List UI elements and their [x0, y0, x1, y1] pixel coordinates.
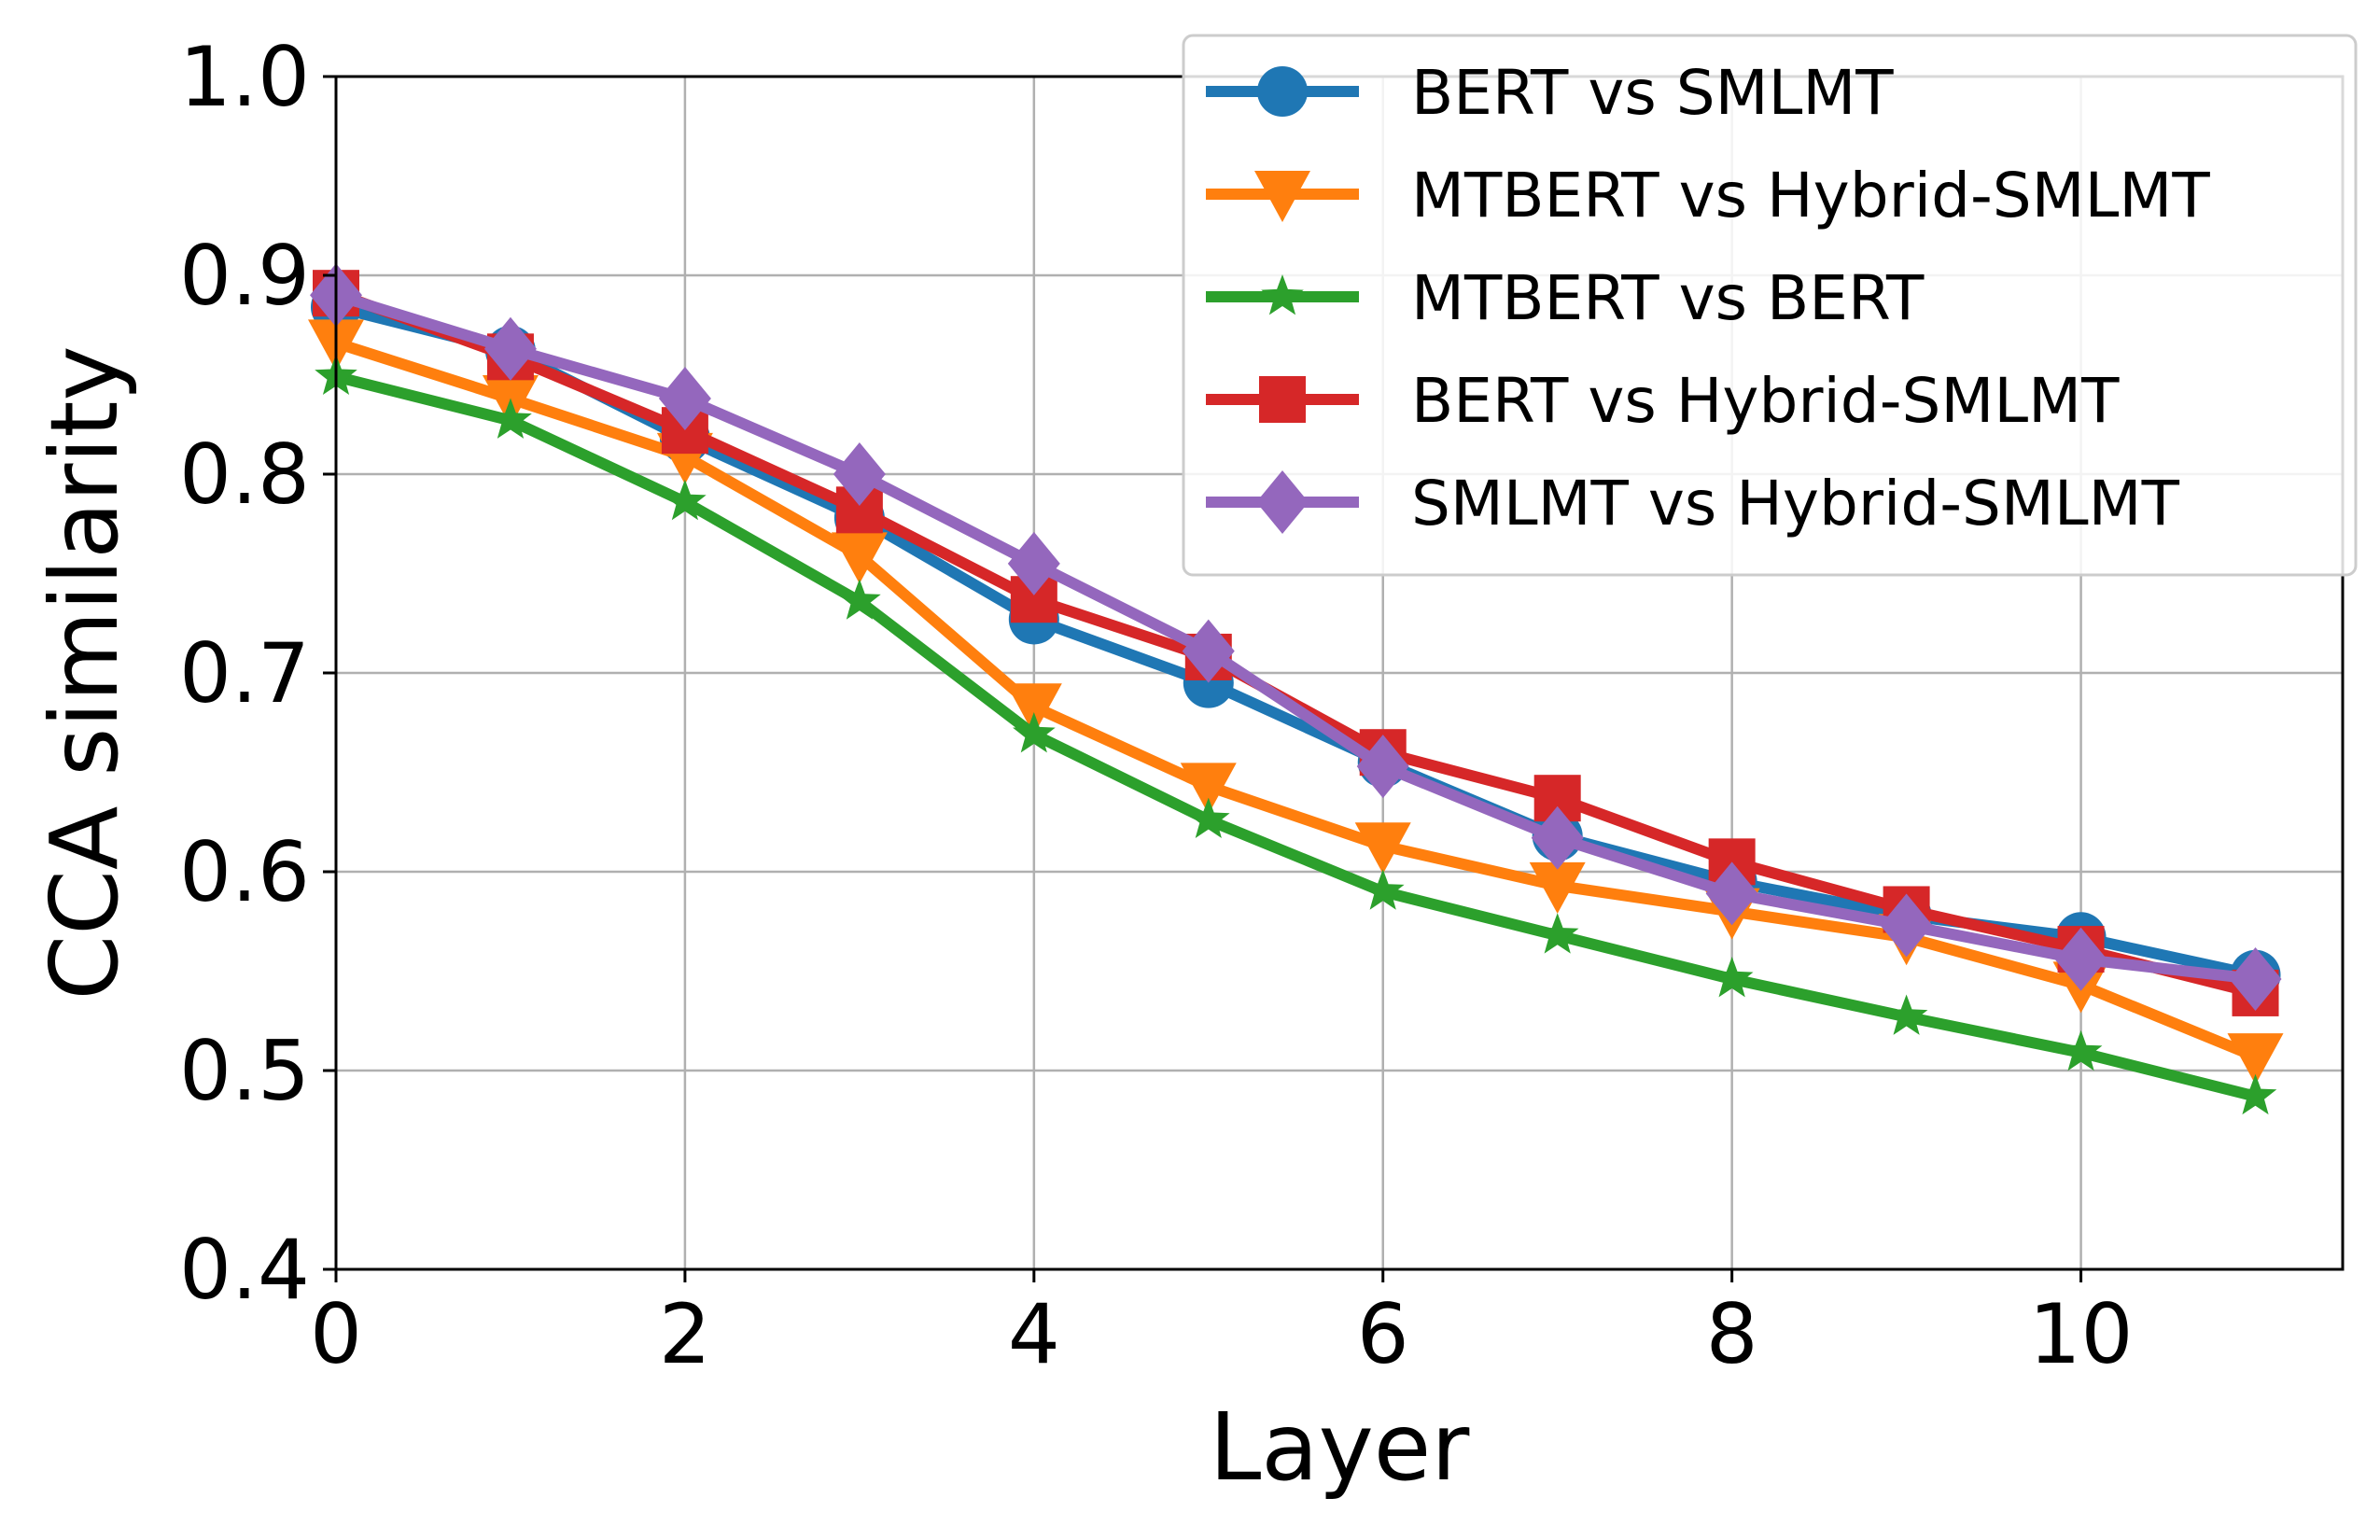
data-point	[1005, 683, 1062, 735]
x-tick-label: 10	[2029, 1286, 2134, 1382]
data-point	[2229, 947, 2282, 1012]
data-point	[831, 532, 888, 584]
data-point	[1180, 763, 1237, 815]
y-tick-label: 0.7	[179, 625, 310, 721]
legend-entry: SMLMT vs Hybrid-SMLMT	[1206, 468, 2180, 539]
series-line	[334, 337, 2258, 1062]
legend-entry: MTBERT vs BERT	[1206, 262, 1925, 334]
y-axis-title: CCA similarity	[30, 345, 139, 1000]
data-point	[1884, 994, 1928, 1035]
x-tick-label: 2	[659, 1286, 711, 1382]
data-point	[489, 398, 532, 439]
legend-entry: MTBERT vs Hybrid-SMLMT	[1206, 160, 2210, 231]
data-point	[2227, 1033, 2284, 1085]
data-point	[1531, 805, 1584, 870]
x-tick-label: 8	[1706, 1286, 1758, 1382]
data-point	[483, 316, 537, 381]
data-point	[1535, 913, 1579, 954]
y-tick-label: 0.5	[179, 1023, 310, 1119]
legend-label: MTBERT vs Hybrid-SMLMT	[1411, 160, 2210, 231]
data-point	[1710, 957, 1754, 998]
data-point	[1880, 893, 1933, 958]
legend-marker	[1254, 171, 1310, 222]
data-point	[838, 579, 881, 620]
x-axis-title: Layer	[1210, 1393, 1471, 1502]
legend-label: SMLMT vs Hybrid-SMLMT	[1411, 468, 2180, 539]
legend: BERT vs SMLMT MTBERT vs Hybrid-SMLMT MTBER…	[1182, 34, 2358, 577]
y-tick-label: 0.6	[179, 824, 310, 920]
y-tick-label: 0.4	[179, 1222, 310, 1318]
data-point	[833, 442, 886, 506]
data-point	[1187, 797, 1230, 838]
data-point	[658, 367, 711, 431]
x-tick-label: 0	[310, 1286, 362, 1382]
data-point	[1705, 861, 1758, 926]
legend-box	[1182, 34, 2358, 577]
legend-marker	[1256, 470, 1309, 534]
axis-ticks: 0 2 4 6 8 10 0.4 0.5 0.6 0.7 0.8 0.9 1.0	[179, 29, 2134, 1382]
legend-label: MTBERT vs BERT	[1411, 262, 1925, 334]
data-point	[2059, 1029, 2103, 1071]
series-line	[334, 371, 2257, 1102]
x-tick-label: 4	[1008, 1286, 1060, 1382]
series-line	[334, 289, 2257, 985]
data-point	[1354, 822, 1411, 875]
legend-entry: BERT vs SMLMT	[1206, 57, 1894, 129]
data-point	[1356, 735, 1409, 799]
data-point	[2233, 1073, 2277, 1115]
data-point	[1529, 861, 1586, 914]
legend-marker	[1261, 274, 1304, 315]
data-point	[1182, 619, 1235, 683]
data-point	[1013, 712, 1056, 753]
data-point	[664, 479, 707, 521]
x-tick-label: 6	[1357, 1286, 1409, 1382]
y-tick-label: 0.8	[179, 427, 310, 523]
legend-entry: BERT vs Hybrid-SMLMT	[1206, 365, 2120, 437]
data-point	[1361, 869, 1405, 910]
legend-marker	[1259, 376, 1306, 423]
series-5	[310, 263, 2282, 1012]
y-tick-label: 1.0	[179, 29, 310, 125]
series-group	[308, 263, 2284, 1115]
legend-marker	[1257, 66, 1308, 117]
data-point	[1007, 531, 1060, 595]
legend-label: BERT vs SMLMT	[1411, 57, 1894, 129]
legend-label: BERT vs Hybrid-SMLMT	[1411, 365, 2120, 437]
y-tick-label: 0.9	[179, 228, 310, 324]
data-point	[2054, 927, 2107, 991]
